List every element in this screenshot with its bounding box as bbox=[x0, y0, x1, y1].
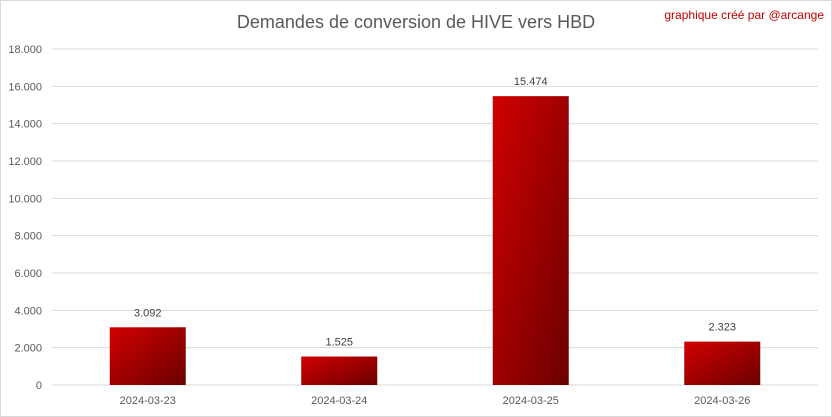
y-tick-label: 14.000 bbox=[8, 119, 42, 131]
y-tick-label: 2.000 bbox=[14, 343, 42, 355]
bars bbox=[109, 96, 761, 385]
y-tick-label: 16.000 bbox=[8, 81, 42, 93]
chart-title: Demandes de conversion de HIVE vers HBD bbox=[236, 12, 596, 32]
data-label-2024-03-24: 1.525 bbox=[325, 337, 353, 349]
y-tick-label: 6.000 bbox=[14, 268, 42, 280]
bar-2024-03-24 bbox=[301, 356, 378, 385]
bar-2024-03-26 bbox=[684, 341, 761, 385]
x-tick-label: 2024-03-25 bbox=[503, 395, 559, 407]
data-labels: 3.092 1.525 15.474 2.323 bbox=[134, 76, 736, 348]
x-tick-label: 2024-03-26 bbox=[694, 395, 750, 407]
x-tick-label: 2024-03-24 bbox=[311, 395, 367, 407]
data-label-2024-03-25: 15.474 bbox=[514, 76, 548, 88]
bar-2024-03-23 bbox=[109, 327, 186, 385]
x-tick-label: 2024-03-23 bbox=[120, 395, 176, 407]
y-tick-label: 10.000 bbox=[8, 193, 42, 205]
y-tick-label: 12.000 bbox=[8, 156, 42, 168]
x-axis-ticks: 2024-03-23 2024-03-24 2024-03-25 2024-03-26 bbox=[120, 395, 751, 407]
y-tick-label: 18.000 bbox=[8, 44, 42, 56]
y-axis-ticks: 0 2.000 4.000 6.000 8.000 10.000 12.000 14.000 1… bbox=[8, 44, 42, 392]
y-tick-label: 4.000 bbox=[14, 305, 42, 317]
data-label-2024-03-23: 3.092 bbox=[134, 307, 162, 319]
y-tick-label: 0 bbox=[36, 380, 42, 392]
chart-credit: graphique créé par @arcange bbox=[664, 8, 824, 22]
y-tick-label: 8.000 bbox=[14, 231, 42, 243]
gridlines bbox=[52, 48, 818, 386]
bar-2024-03-25 bbox=[492, 96, 569, 385]
data-label-2024-03-26: 2.323 bbox=[708, 322, 736, 334]
